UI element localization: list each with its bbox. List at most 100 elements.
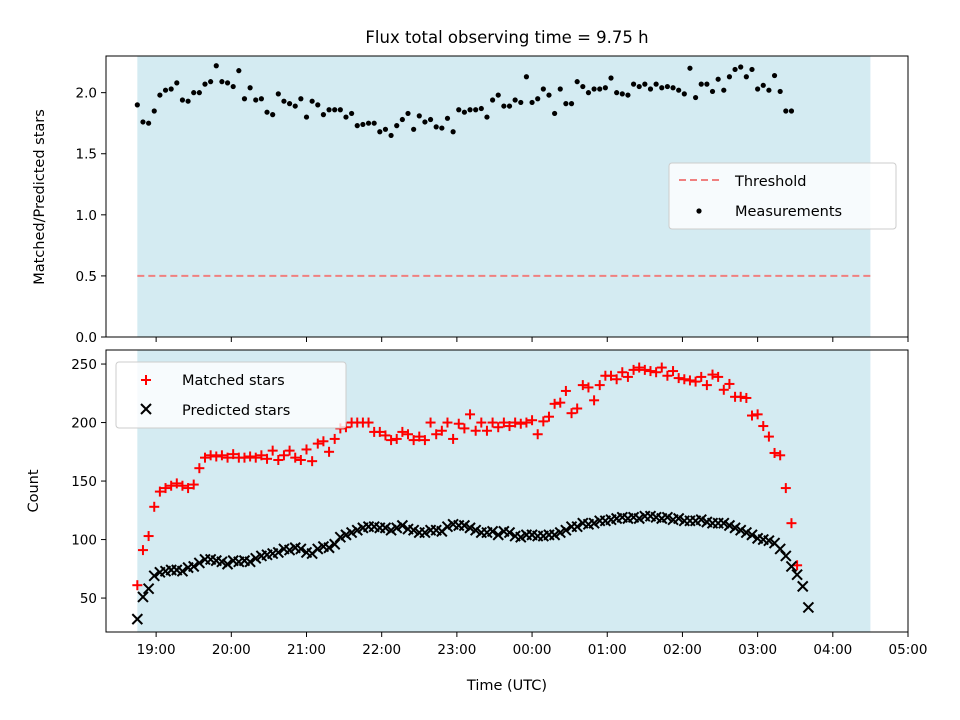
y-tick-label: 200: [71, 416, 97, 432]
measurement-point: [292, 103, 298, 109]
predicted-star-point: [272, 546, 285, 559]
measurement-point: [478, 105, 484, 112]
measurement-point: [298, 96, 304, 102]
matched-star-point: [611, 374, 622, 385]
measurement-point: [416, 113, 422, 119]
matched-star-point: [718, 384, 729, 395]
matched-star-point: [465, 409, 476, 420]
matched-star-point: [538, 416, 549, 427]
matched-star-point: [746, 410, 757, 421]
measurement-point: [597, 86, 603, 92]
matched-star-point: [515, 418, 526, 429]
measurement-point: [168, 86, 174, 92]
x-tick-label: 05:00: [889, 642, 928, 658]
matched-star-point: [741, 392, 752, 403]
measurement-point: [303, 114, 310, 120]
measurement-point: [275, 91, 281, 97]
matched-star-point: [414, 431, 425, 442]
measurement-point: [546, 92, 552, 98]
y-tick-label: 250: [71, 357, 97, 373]
bottom-plot-marks: [131, 362, 815, 625]
predicted-star-point: [396, 519, 409, 532]
x-tick-label: 02:00: [663, 642, 702, 658]
matched-star-point: [374, 426, 385, 437]
legend-measurement-swatch: [696, 208, 702, 214]
measurement-point: [196, 90, 202, 96]
measurement-point: [738, 64, 744, 70]
measurement-point: [343, 114, 349, 120]
predicted-star-point: [323, 542, 335, 554]
matched-star-point: [622, 371, 633, 382]
measurement-point: [489, 97, 496, 103]
matched-star-point: [628, 364, 639, 375]
legend-measurement-label: Measurements: [735, 204, 842, 220]
legend-matched-swatch: [141, 375, 151, 385]
matched-star-point: [555, 397, 566, 408]
measurement-point: [241, 96, 248, 102]
matched-star-point: [205, 450, 216, 461]
top-panel: 0.00.51.01.52.0 Matched/Predicted stars …: [32, 55, 909, 346]
matched-star-point: [504, 421, 515, 432]
matched-star-point: [724, 378, 735, 389]
y-tick-label: 100: [71, 533, 97, 549]
matched-star-point: [606, 370, 617, 381]
predicted-star-point: [492, 529, 504, 541]
predicted-star-point: [503, 526, 516, 539]
predicted-star-point: [295, 543, 307, 555]
measurement-point: [315, 102, 321, 108]
matched-star-point: [397, 426, 408, 437]
matched-star-point: [780, 483, 791, 494]
measurement-point: [162, 87, 169, 93]
measurement-point: [224, 80, 231, 86]
measurement-point: [647, 86, 654, 92]
matched-star-point: [183, 483, 194, 494]
predicted-star-point: [221, 558, 234, 570]
predicted-star-point: [244, 556, 256, 568]
measurement-point: [281, 98, 287, 104]
matched-star-point: [166, 480, 177, 491]
matched-star-point: [487, 417, 498, 428]
measurement-point: [247, 85, 253, 91]
measurement-point: [766, 87, 772, 93]
x-axis-label: Time (UTC): [466, 678, 547, 694]
measurement-point: [405, 110, 411, 117]
predicted-star-point: [176, 565, 189, 577]
matched-star-point: [690, 376, 701, 387]
matched-star-point: [510, 417, 521, 428]
measurement-point: [783, 108, 789, 114]
bottom-y-axis: 50 100 150 200 250: [71, 357, 106, 607]
measurement-point: [692, 94, 699, 101]
matched-star-point: [403, 429, 414, 440]
measurement-point: [185, 98, 191, 104]
matched-star-point: [160, 483, 171, 494]
matched-star-point: [188, 479, 199, 490]
matched-star-point: [684, 375, 695, 386]
measurement-point: [681, 91, 687, 97]
measurement-point: [467, 107, 473, 113]
measurement-point: [591, 86, 597, 92]
measurement-point: [568, 101, 575, 107]
matched-star-point: [301, 444, 312, 455]
x-tick-label: 03:00: [738, 642, 777, 658]
matched-star-point: [673, 373, 684, 384]
measurement-point: [704, 81, 710, 87]
matched-star-point: [386, 435, 397, 446]
matched-star-point: [149, 501, 160, 512]
predicted-star-point: [137, 591, 149, 603]
matched-star-point: [594, 380, 605, 391]
legend-threshold-label: Threshold: [734, 174, 806, 190]
measurement-point: [360, 121, 366, 128]
predicted-star-point: [791, 568, 803, 581]
measurement-point: [506, 103, 513, 109]
measurement-point: [140, 119, 146, 125]
matched-star-point: [707, 369, 718, 380]
legend-matched-label: Matched stars: [182, 373, 285, 389]
matched-star-point: [267, 445, 278, 456]
predicted-star-point: [193, 557, 206, 569]
matched-star-point: [216, 450, 227, 461]
top-legend: Threshold Measurements: [668, 162, 897, 230]
measurement-point: [557, 86, 563, 92]
predicted-star-point: [802, 601, 815, 614]
matched-star-point: [696, 371, 707, 382]
